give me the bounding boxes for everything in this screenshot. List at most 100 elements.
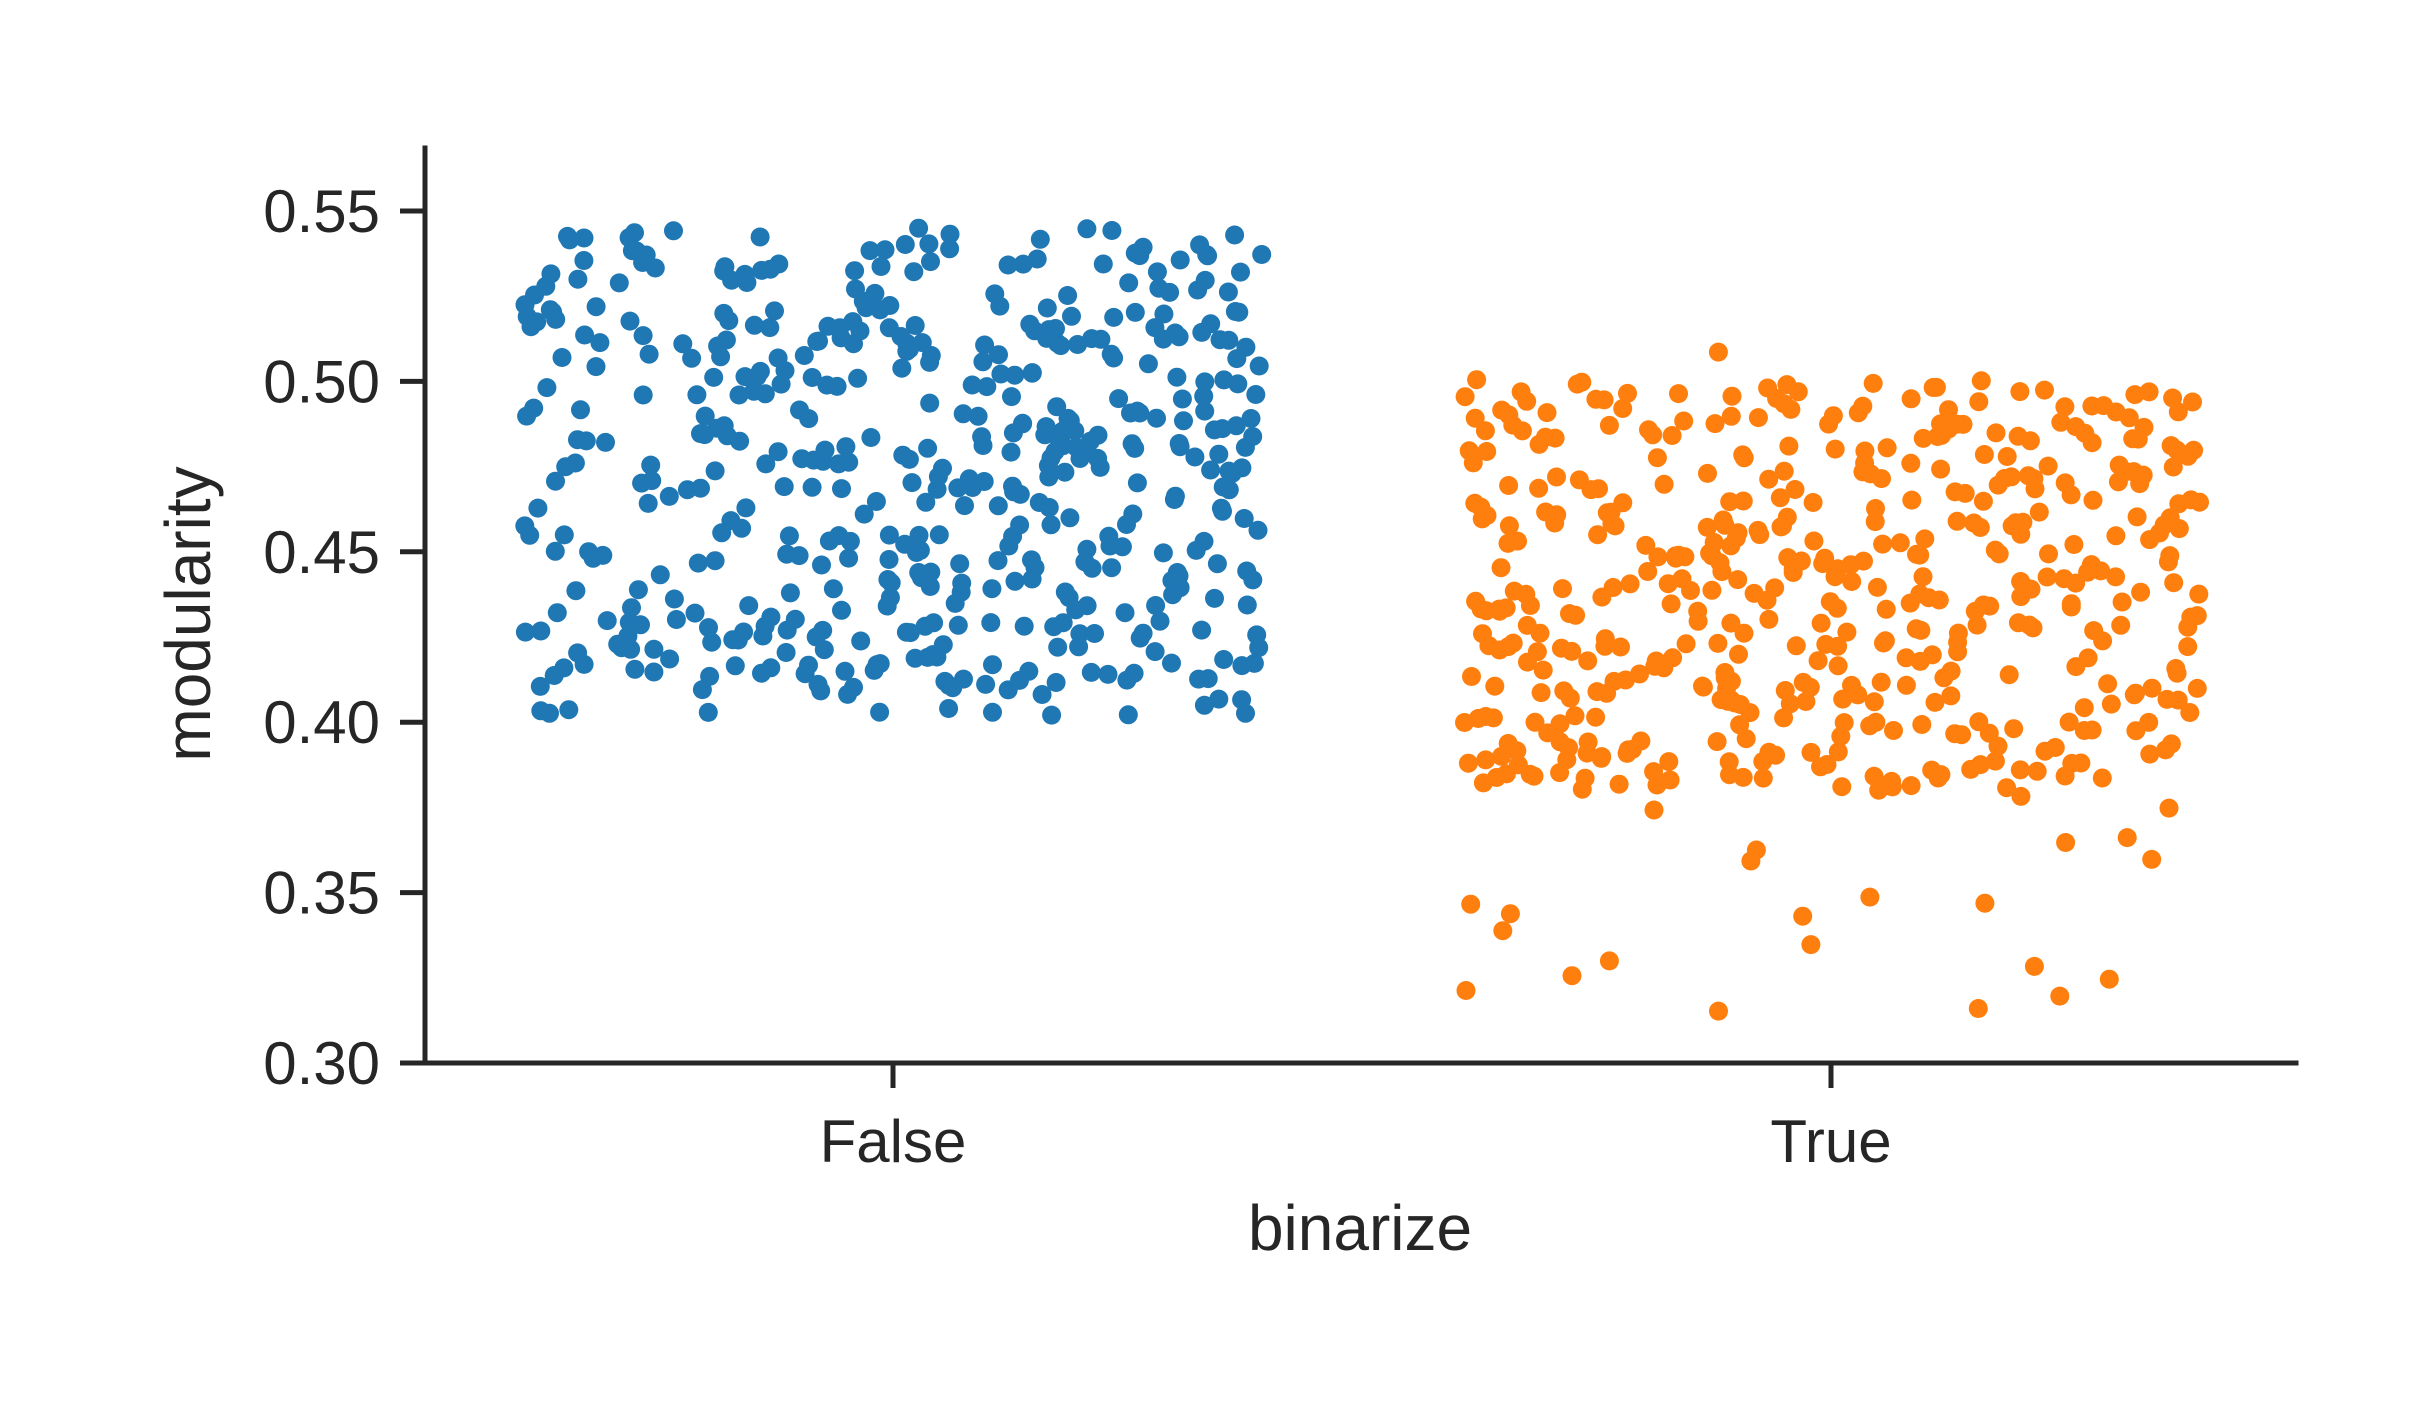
- data-point: [1201, 460, 1221, 480]
- data-point: [1688, 601, 1708, 621]
- data-point: [1801, 742, 1821, 762]
- data-point: [1098, 664, 1118, 684]
- data-point: [2064, 535, 2084, 554]
- data-point: [660, 649, 680, 669]
- data-point: [531, 621, 551, 641]
- data-point: [1989, 544, 2009, 564]
- data-point: [1986, 423, 2006, 443]
- data-point: [2020, 431, 2040, 451]
- data-point: [2117, 828, 2137, 848]
- data-point: [904, 262, 924, 282]
- data-point: [515, 516, 535, 536]
- data-point: [515, 622, 535, 642]
- data-point: [2008, 613, 2028, 633]
- data-point: [1124, 663, 1144, 683]
- data-point: [840, 531, 860, 551]
- data-point: [1779, 436, 1799, 456]
- data-point: [517, 406, 537, 426]
- data-point: [1599, 951, 1619, 971]
- data-point: [1759, 609, 1779, 629]
- data-point: [596, 432, 615, 452]
- data-point: [704, 367, 724, 387]
- data-point: [546, 309, 566, 329]
- data-point: [1461, 894, 1481, 914]
- data-point: [998, 680, 1018, 700]
- data-point: [1842, 675, 1861, 695]
- data-point: [1586, 707, 1606, 727]
- data-point: [1053, 613, 1073, 633]
- data-point: [639, 344, 659, 364]
- data-point: [1964, 513, 1984, 533]
- data-point: [1219, 461, 1239, 481]
- data-point: [1234, 509, 1254, 528]
- data-point: [777, 620, 797, 640]
- data-point: [574, 228, 594, 248]
- data-point: [1130, 403, 1150, 423]
- data-point: [1646, 651, 1666, 671]
- data-point: [597, 611, 617, 631]
- data-point: [1069, 637, 1089, 657]
- data-point: [2160, 546, 2180, 566]
- data-point: [1832, 777, 1852, 797]
- data-point: [1507, 741, 1527, 761]
- data-point: [1205, 588, 1224, 608]
- data-point: [1005, 571, 1025, 591]
- data-point: [860, 241, 880, 261]
- data-point: [2055, 766, 2075, 786]
- data-point: [1815, 548, 1835, 568]
- data-point: [1170, 250, 1190, 270]
- data-point: [2010, 760, 2030, 780]
- data-point: [1884, 721, 1903, 740]
- data-point: [540, 703, 559, 723]
- data-point: [1896, 648, 1916, 668]
- data-point: [1085, 624, 1104, 643]
- data-point: [1853, 396, 1873, 416]
- data-point: [1042, 705, 1062, 725]
- data-point: [1027, 249, 1047, 269]
- data-point: [1195, 372, 1215, 392]
- data-point: [1597, 683, 1617, 703]
- data-point: [982, 579, 1002, 599]
- data-point: [2163, 457, 2183, 477]
- data-point: [695, 406, 715, 426]
- data-point: [1467, 370, 1487, 390]
- data-point: [1050, 432, 1069, 452]
- data-point: [699, 618, 718, 638]
- data-point: [1003, 476, 1022, 496]
- data-point: [976, 674, 996, 694]
- data-point: [1508, 755, 1528, 775]
- data-point: [1985, 751, 2005, 771]
- data-point: [2125, 385, 2145, 405]
- data-point: [1834, 713, 1854, 733]
- data-point: [1877, 438, 1897, 458]
- data-point: [2178, 617, 2198, 637]
- data-point: [1232, 656, 1252, 676]
- data-point: [1876, 599, 1896, 619]
- data-point: [1565, 706, 1585, 726]
- data-point: [1058, 286, 1078, 305]
- data-point: [736, 498, 756, 518]
- data-point: [1172, 389, 1192, 409]
- data-point: [1663, 648, 1683, 668]
- data-point: [1186, 540, 1206, 560]
- data-point: [1618, 383, 1637, 403]
- data-point: [2045, 738, 2065, 757]
- data-point: [552, 348, 572, 367]
- data-point: [527, 312, 547, 332]
- data-point: [1081, 662, 1101, 682]
- data-point: [575, 325, 595, 345]
- data-point: [1741, 851, 1761, 871]
- data-point: [1487, 768, 1506, 787]
- data-point: [1093, 254, 1113, 274]
- data-point: [1999, 665, 2019, 685]
- data-point: [1145, 642, 1165, 662]
- data-point: [1698, 463, 1717, 483]
- data-point: [1210, 330, 1230, 350]
- data-point: [1988, 736, 2008, 756]
- data-point: [765, 301, 784, 321]
- data-point: [638, 493, 658, 513]
- data-point: [895, 534, 915, 554]
- data-point: [1823, 406, 1843, 426]
- data-point: [1246, 385, 1266, 404]
- data-point: [920, 577, 940, 596]
